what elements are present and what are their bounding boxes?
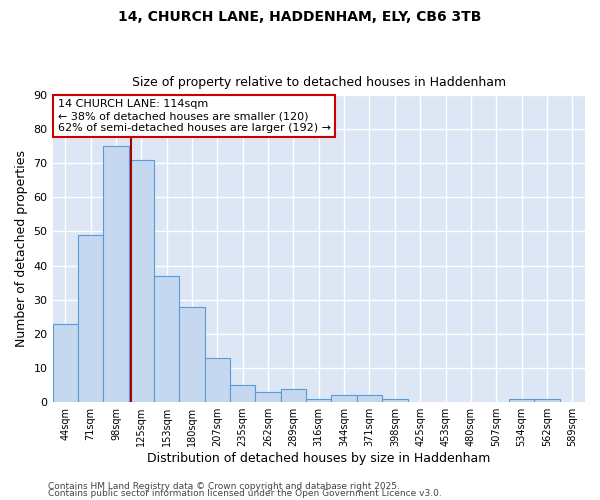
Bar (154, 276, 179, 402)
Bar (281, 388, 306, 402)
Y-axis label: Number of detached properties: Number of detached properties (15, 150, 28, 347)
X-axis label: Distribution of detached houses by size in Haddenham: Distribution of detached houses by size … (147, 452, 490, 465)
Bar (128, 160, 154, 402)
Bar (78, 235, 103, 402)
Bar (179, 306, 205, 402)
Text: 14, CHURCH LANE, HADDENHAM, ELY, CB6 3TB: 14, CHURCH LANE, HADDENHAM, ELY, CB6 3TB (118, 10, 482, 24)
Bar (256, 392, 281, 402)
Bar (103, 146, 128, 402)
Bar (331, 396, 357, 402)
Bar (205, 358, 230, 402)
Bar (357, 396, 382, 402)
Bar (53, 324, 78, 402)
Bar (230, 385, 256, 402)
Text: Contains public sector information licensed under the Open Government Licence v3: Contains public sector information licen… (48, 489, 442, 498)
Text: Contains HM Land Registry data © Crown copyright and database right 2025.: Contains HM Land Registry data © Crown c… (48, 482, 400, 491)
Bar (382, 399, 407, 402)
Title: Size of property relative to detached houses in Haddenham: Size of property relative to detached ho… (132, 76, 506, 90)
Bar (534, 399, 560, 402)
Bar (306, 399, 331, 402)
Bar (509, 399, 534, 402)
Text: 14 CHURCH LANE: 114sqm
← 38% of detached houses are smaller (120)
62% of semi-de: 14 CHURCH LANE: 114sqm ← 38% of detached… (58, 100, 331, 132)
